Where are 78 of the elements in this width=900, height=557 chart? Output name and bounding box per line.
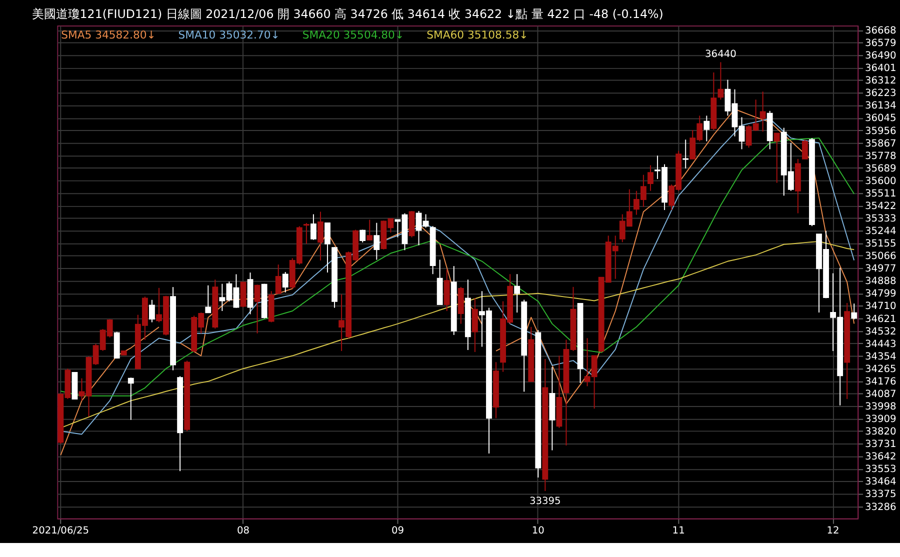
y-tick-label: 35956: [865, 126, 896, 137]
candlestick: [205, 284, 212, 314]
candlestick: [282, 272, 288, 293]
candlestick: [648, 164, 654, 192]
annotation: 33395: [529, 496, 561, 507]
y-tick-label: 36312: [865, 76, 896, 87]
candlestick: [149, 299, 155, 323]
y-tick-label: 34977: [865, 264, 896, 275]
candlestick: [472, 298, 478, 352]
y-tick-label: 34443: [865, 338, 896, 350]
candlestick: [318, 211, 324, 261]
y-tick-label: 33820: [865, 426, 896, 438]
candlestick: [718, 62, 724, 100]
candlestick: [254, 284, 260, 334]
y-tick-label: 35066: [865, 251, 896, 262]
candlestick: [704, 115, 710, 142]
y-tick-label: 35867: [865, 138, 896, 150]
x-tick-label: 12: [826, 526, 840, 537]
x-tick-label: 08: [236, 526, 250, 537]
y-tick-label: 34888: [865, 276, 896, 288]
x-tick-label: 2021/06/25: [32, 526, 90, 537]
y-tick-label: 36490: [865, 50, 896, 62]
candlestick: [366, 219, 373, 241]
y-tick-label: 33553: [865, 464, 896, 476]
y-tick-label: 34532: [865, 326, 896, 338]
y-tick-label: 33998: [865, 402, 896, 413]
y-tick-label: 36134: [865, 100, 896, 112]
y-tick-label: 33464: [865, 476, 896, 488]
x-tick-label: 10: [532, 526, 544, 537]
y-tick-label: 36401: [865, 63, 896, 74]
candlestick: [851, 303, 858, 320]
y-tick-label: 34265: [865, 364, 896, 375]
candlestick: [802, 139, 808, 160]
candlestick: [774, 132, 780, 184]
y-tick-label: 33375: [865, 489, 896, 500]
y-tick-label: 34710: [865, 301, 896, 312]
y-tick-label: 36223: [865, 88, 896, 100]
annotation: 36440: [705, 49, 736, 60]
candlestick: [374, 222, 380, 260]
y-tick-label: 35244: [865, 226, 896, 238]
text: SMA60 35108.58↓: [426, 28, 528, 42]
x-tick-label: 09: [391, 526, 404, 537]
text: SMA20 35504.80↓: [302, 28, 404, 42]
y-tick-label: 34354: [865, 351, 896, 362]
candlestick: [275, 264, 282, 294]
y-tick-label: 35511: [865, 188, 896, 200]
text: SMA5 34582.80↓: [61, 28, 156, 42]
y-tick-label: 35600: [865, 176, 896, 187]
y-tick-label: 35422: [865, 200, 896, 212]
candlestick: [444, 268, 450, 312]
y-tick-label: 36045: [865, 113, 896, 124]
y-tick-label: 35689: [865, 163, 896, 174]
candlestick: [514, 274, 520, 314]
y-tick-label: 34087: [865, 388, 896, 400]
candlestick: [303, 222, 310, 244]
y-tick-label: 35155: [865, 238, 896, 250]
candlestick: [408, 210, 415, 238]
candlestick: [310, 214, 316, 240]
y-tick-label: 33909: [865, 414, 896, 426]
y-tick-label: 35333: [865, 214, 896, 225]
y-tick-label: 34799: [865, 288, 896, 300]
y-tick-label: 36579: [865, 38, 896, 50]
candlestick: [760, 91, 766, 132]
y-tick-label: 34621: [865, 314, 896, 325]
text: SMA10 35032.70↓: [178, 28, 280, 42]
candlestick: [682, 139, 689, 169]
x-tick-label: 11: [672, 526, 685, 537]
y-tick-label: 36668: [865, 26, 896, 37]
y-tick-label: 33642: [865, 452, 896, 463]
y-tick-label: 33731: [865, 439, 896, 450]
candlestick: [324, 222, 330, 274]
candlestick: [128, 377, 134, 420]
y-tick-label: 35778: [865, 150, 896, 162]
y-tick-label: 34176: [865, 376, 896, 388]
candlestick: [360, 229, 366, 243]
chart-title: 美國道瓊121(FIUD121) 日線圖 2021/12/06 開 34660 高 34726 低 34614 收 34622 ↓點 量 422 口 -48 (-0.14%): [32, 7, 664, 22]
y-tick-label: 33286: [865, 502, 896, 513]
candlestick: [240, 281, 246, 308]
